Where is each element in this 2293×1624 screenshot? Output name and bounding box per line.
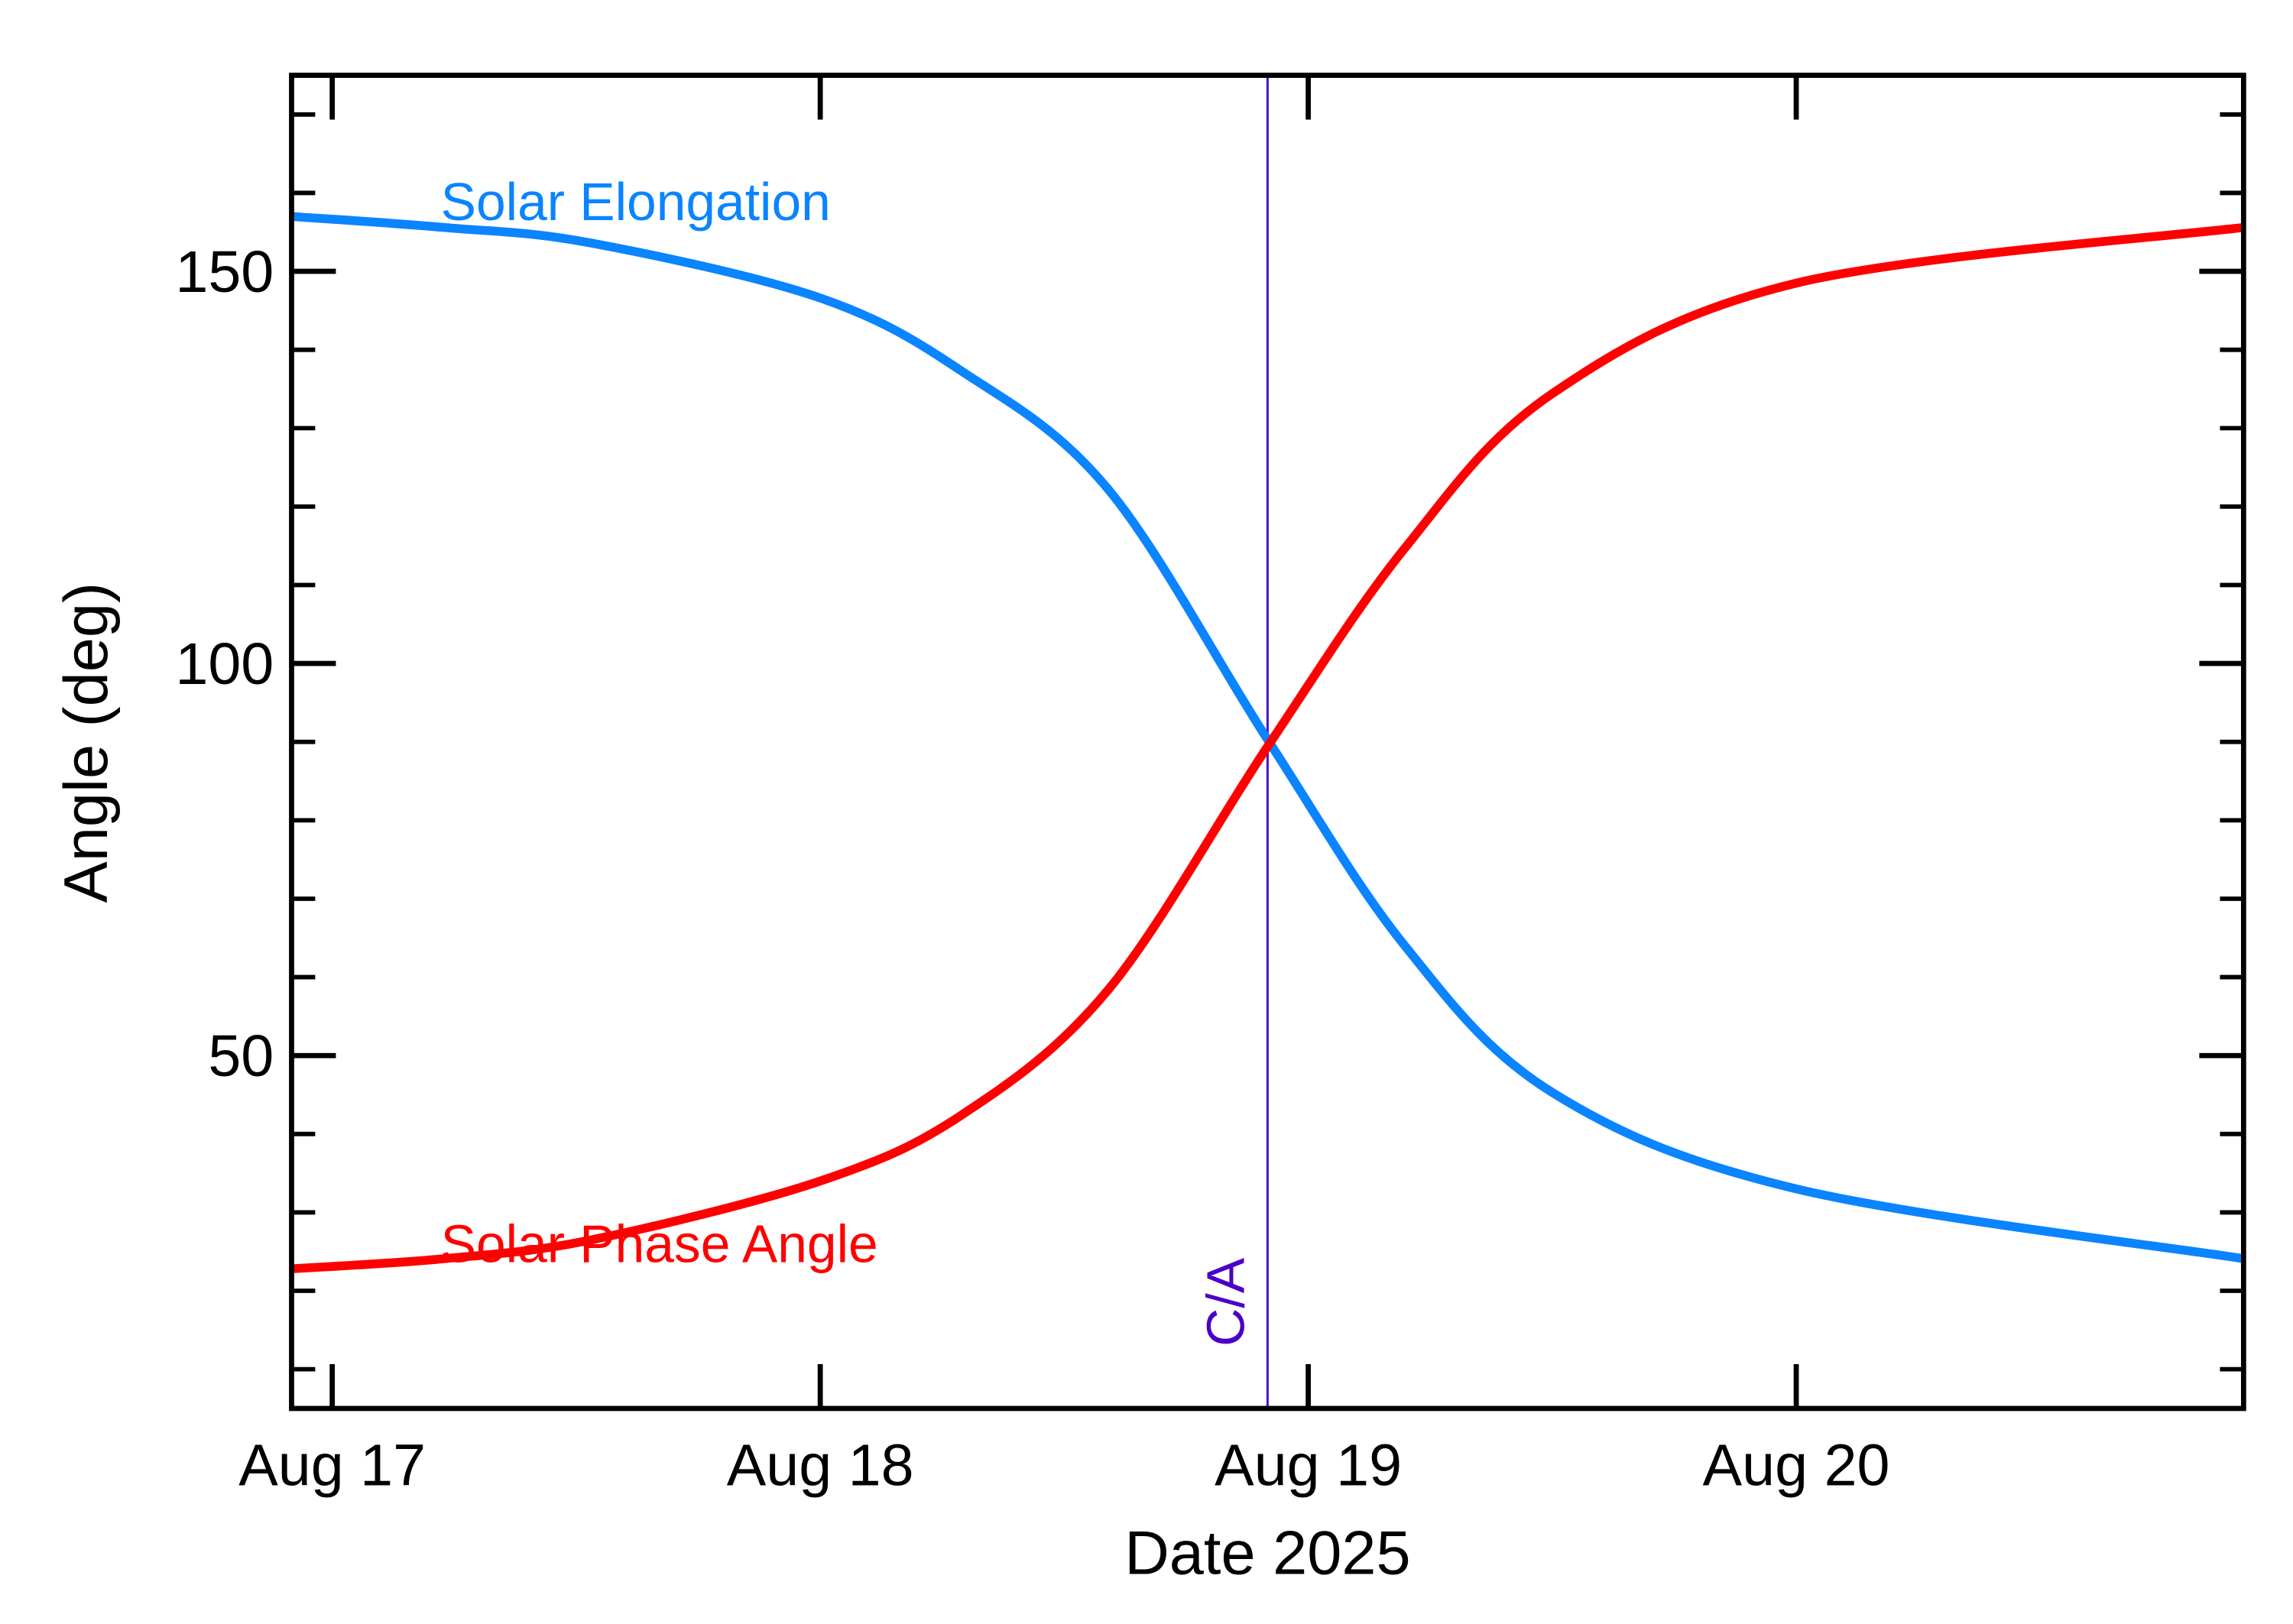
y-tick-label: 150 (175, 239, 274, 305)
x-tick-label: Aug 18 (727, 1432, 914, 1498)
series-label-solar-elongation: Solar Elongation (441, 172, 831, 232)
plot-frame (289, 73, 2246, 1412)
x-tick-label: Aug 17 (238, 1432, 426, 1498)
y-tick-label: 50 (208, 1023, 274, 1089)
closest-approach-label: C/A (1196, 1257, 1256, 1347)
y-tick-label: 100 (175, 631, 274, 697)
series-line-solar-phase-angle (291, 222, 2245, 1274)
series-line-solar-elongation (291, 212, 2245, 1263)
x-tick-label: Aug 20 (1703, 1432, 1890, 1498)
y-axis-title: Angle (deg) (52, 582, 121, 903)
series-label-solar-phase-angle: Solar Phase Angle (441, 1214, 878, 1274)
curves (291, 75, 2245, 1408)
x-axis-title: Date 2025 (1124, 1519, 1410, 1587)
ticks: Aug 17 Aug 18 Aug 19 Aug 20 50 100 150 (175, 75, 2244, 1498)
x-tick-label: Aug 19 (1215, 1432, 1402, 1498)
